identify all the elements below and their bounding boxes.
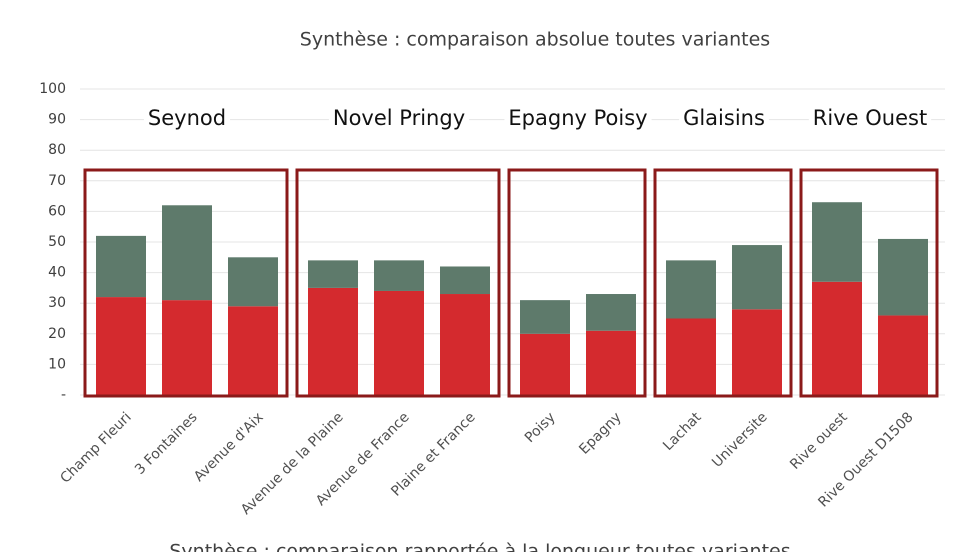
- group-label: Glaisins: [683, 106, 765, 130]
- group-label-bg: [143, 106, 231, 130]
- bar-segment: [520, 333, 570, 395]
- y-tick-label: 70: [48, 173, 66, 189]
- group-label: Seynod: [148, 106, 226, 130]
- group-box: [83, 168, 289, 398]
- next-chart-title: Synthèse : comparaison rapportée à la lo…: [169, 541, 790, 552]
- bar-segment: [374, 290, 424, 395]
- y-tick-label: 30: [48, 295, 66, 311]
- x-tick-label: 3 Fontaines: [132, 409, 201, 478]
- bar-segment: [228, 306, 278, 395]
- group-box: [799, 168, 939, 398]
- group-box: [507, 168, 647, 398]
- group-label: Novel Pringy: [333, 106, 465, 130]
- y-tick-label: 60: [48, 203, 66, 219]
- bar-segment: [440, 294, 490, 395]
- y-tick-label: 10: [48, 356, 66, 372]
- x-tick-label: Champ Fleuri: [57, 409, 134, 486]
- bar-segment: [308, 287, 358, 395]
- group-box: [295, 168, 501, 398]
- bar-segment: [878, 238, 928, 316]
- bar-segment: [812, 281, 862, 395]
- y-tick-label: 40: [48, 265, 66, 281]
- x-tick-label: Avenue d'Aix: [191, 409, 267, 485]
- group-box: [653, 168, 793, 398]
- x-tick-label: Universite: [709, 409, 770, 470]
- x-tick-label: Lachat: [660, 409, 705, 454]
- group-label: Epagny Poisy: [508, 106, 647, 130]
- bar-segment: [520, 300, 570, 334]
- chart-title: Synthèse : comparaison absolue toutes va…: [300, 29, 770, 51]
- y-tick-label: 90: [48, 112, 66, 128]
- y-tick-label: 20: [48, 326, 66, 342]
- y-tick-label: -: [61, 387, 66, 403]
- bar-segment: [96, 235, 146, 298]
- bar-segment: [440, 266, 490, 295]
- bar-segment: [228, 257, 278, 307]
- y-tick-label: 50: [48, 234, 66, 250]
- x-tick-label: Rive ouest: [787, 409, 851, 473]
- y-tick-label: 80: [48, 142, 66, 158]
- x-tick-label: Poisy: [522, 409, 559, 446]
- group-label-bg: [679, 106, 769, 130]
- bar-segment: [96, 297, 146, 395]
- bar-segment: [308, 260, 358, 288]
- bar-segment: [586, 330, 636, 395]
- bar-segment: [732, 309, 782, 395]
- group-label-bg: [504, 106, 652, 130]
- bar-segment: [162, 205, 212, 301]
- group-label: Rive Ouest: [813, 106, 927, 130]
- bar-segment: [732, 245, 782, 310]
- bar-segment: [162, 300, 212, 395]
- y-tick-label: 100: [39, 81, 66, 97]
- bar-segment: [586, 294, 636, 331]
- bar-segment: [878, 315, 928, 395]
- bar-segment: [374, 260, 424, 291]
- bar-segment: [812, 202, 862, 282]
- group-label-bg: [808, 106, 932, 130]
- bar-segment: [666, 260, 716, 319]
- bar-segment: [666, 318, 716, 395]
- group-label-bg: [328, 106, 470, 130]
- x-tick-label: Epagny: [576, 409, 624, 457]
